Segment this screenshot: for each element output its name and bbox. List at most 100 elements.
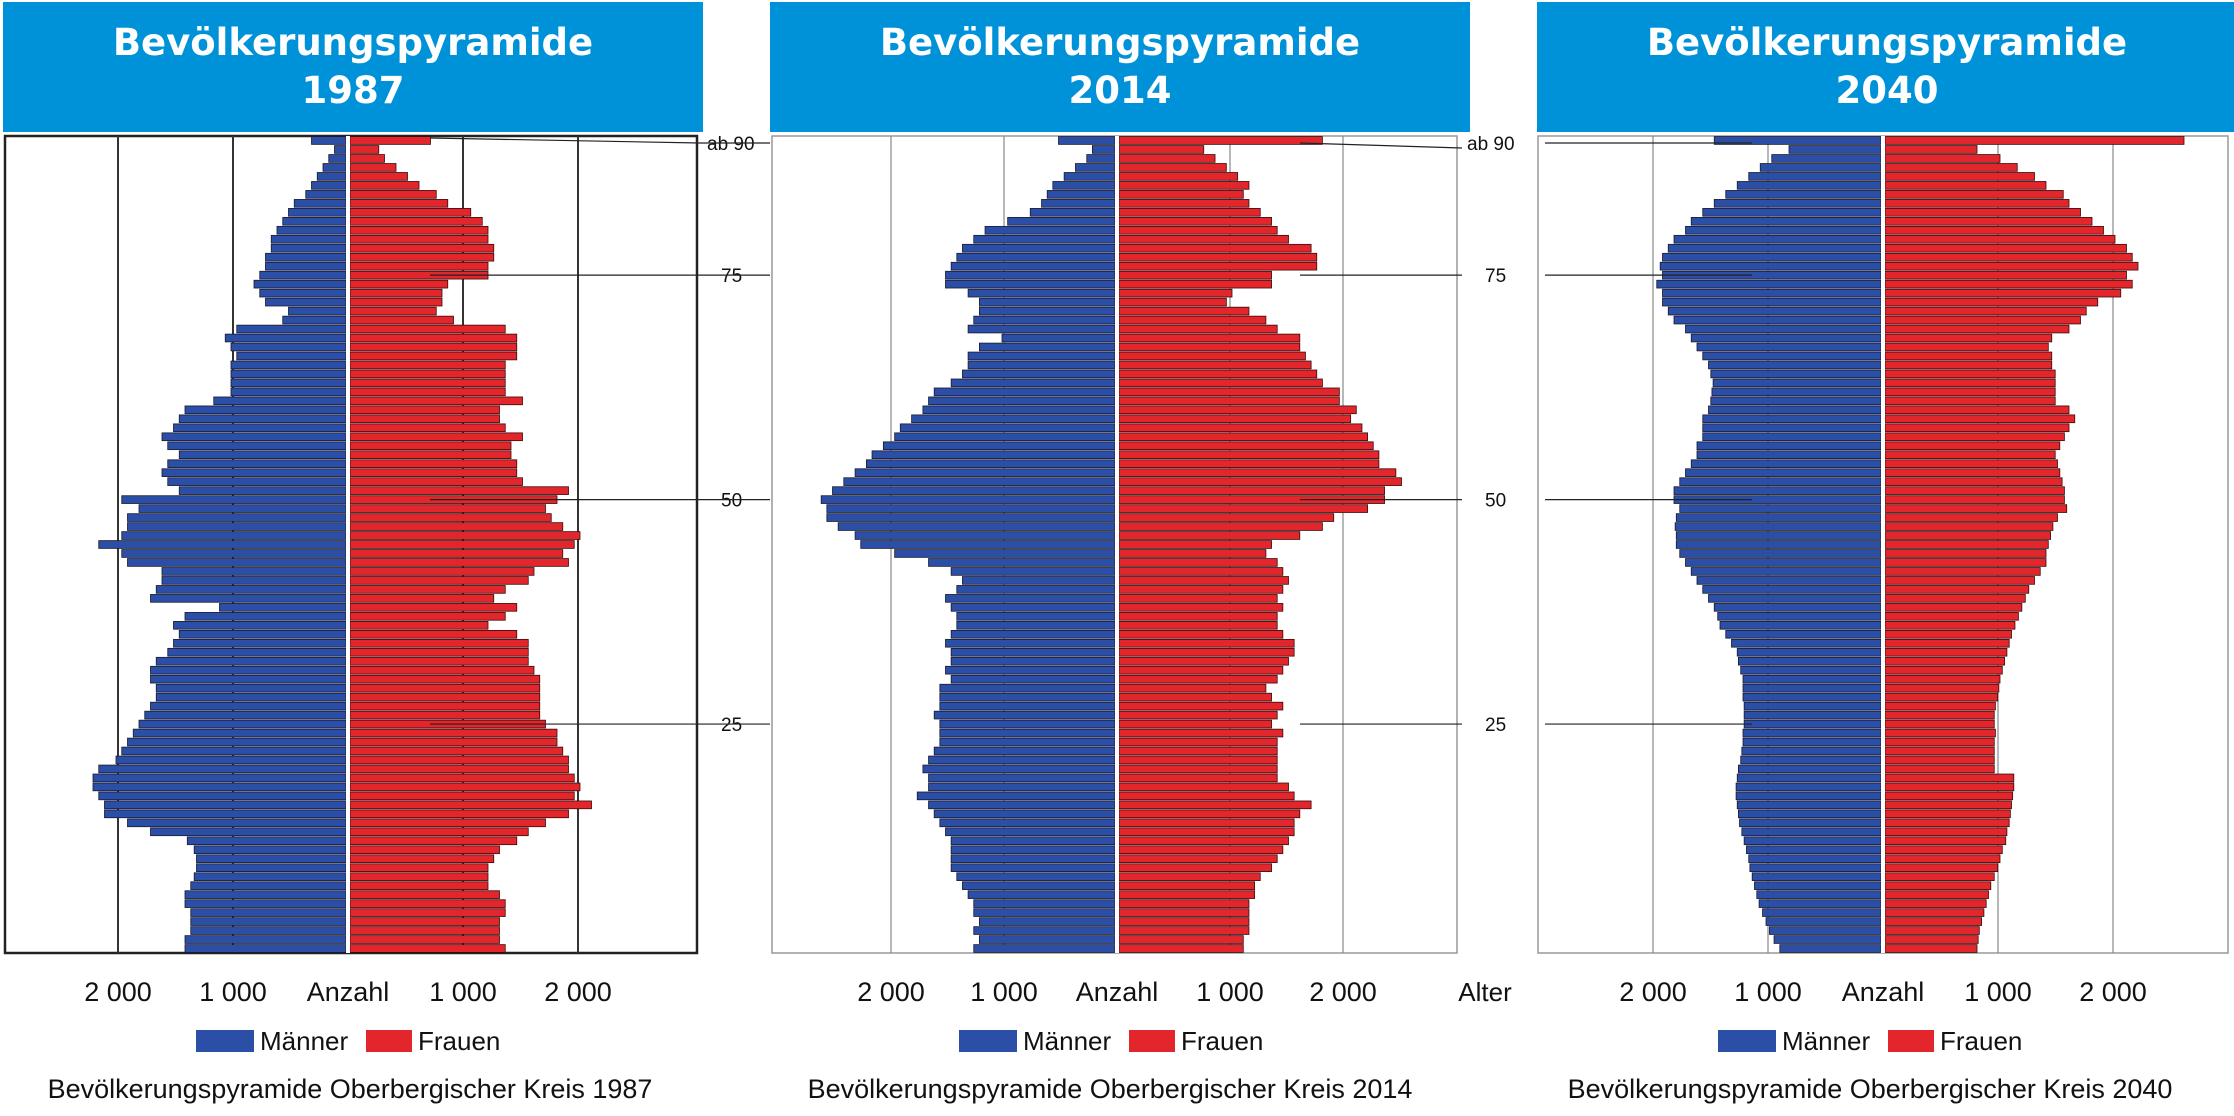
caption-2040: Bevölkerungspyramide Oberbergischer Krei… [1567,1074,2173,1104]
bar-frauen [1884,297,2099,307]
bar-frauen [349,854,495,864]
legend-label-frauen: Frauen [418,1026,500,1056]
bar-frauen [1884,217,2093,226]
bar-frauen [1884,656,2005,666]
bar-maenner [155,683,347,693]
bar-frauen [1118,845,1284,855]
chart-title-line2: 2014 [1068,69,1172,112]
bar-maenner [1690,217,1882,226]
bar-frauen [349,468,518,477]
bar-frauen [349,405,500,415]
bar-frauen [349,145,380,154]
bar-maenner [150,827,347,837]
bar-maenner [196,863,347,872]
chart-title-2040: Bevölkerungspyramide 2040 [1537,2,2234,132]
bar-maenner [98,791,347,801]
bar-frauen [1884,773,2015,783]
bar-frauen [1884,342,2049,352]
bar-maenner [973,926,1116,935]
x-tick-label: 1 000 [199,977,267,1007]
bar-maenner [1738,764,1882,774]
bar-frauen [1884,306,2087,316]
bar-maenner [1685,225,1882,235]
bar-frauen [1884,683,2000,693]
bar-maenner [121,549,347,558]
bar-maenner [1675,531,1882,540]
bar-maenner [945,594,1116,603]
bar-maenner [1001,333,1116,343]
bar-frauen [1118,755,1278,765]
bar-maenner [950,603,1116,612]
bar-frauen [1118,432,1369,442]
bar-frauen [1884,360,2053,370]
bar-frauen [349,647,529,657]
bar-maenner [1673,315,1882,325]
bar-frauen [1118,890,1256,899]
bar-maenner [962,243,1116,253]
bar-maenner [1041,199,1116,208]
bar-maenner [1086,154,1116,163]
bar-maenner [1696,441,1882,451]
bar-frauen [349,935,500,944]
bar-maenner [1685,468,1882,477]
bar-maenner [911,414,1116,424]
bar-maenner [1702,585,1882,594]
bar-frauen [349,908,506,917]
bar-maenner [316,172,347,181]
bar-frauen [349,621,489,630]
bar-frauen [1884,540,2049,549]
bar-frauen [349,432,523,442]
x-tick-label: 2 000 [84,977,152,1007]
bar-maenner [1735,782,1882,792]
bar-maenner [894,432,1116,442]
bar-frauen [1118,827,1295,837]
bar-frauen [349,540,575,549]
bar-maenner [950,261,1116,271]
bar-maenner [939,701,1116,711]
bar-frauen [349,450,512,460]
bar-maenner [826,504,1116,513]
bar-frauen [1118,854,1278,864]
bar-maenner [1742,728,1882,738]
bar-maenner [1738,809,1882,819]
bar-frauen [349,486,569,495]
bar-maenner [155,656,347,666]
bar-frauen [349,225,489,235]
bar-frauen [349,414,500,424]
bar-maenner [184,935,347,944]
bar-frauen [349,612,506,621]
bar-frauen [1118,881,1256,890]
bar-maenner [1710,369,1882,379]
bar-frauen [1118,163,1227,172]
bar-frauen [1118,531,1301,540]
bar-frauen [349,683,541,693]
bar-frauen [349,342,518,352]
bar-maenner [945,638,1116,648]
bar-maenner [1742,674,1882,684]
bar-maenner [265,252,347,262]
bar-maenner [1702,423,1882,433]
bar-frauen [1884,908,1985,917]
bar-frauen [349,701,541,711]
bar-maenner [1662,252,1882,262]
bar-frauen [349,746,564,756]
age-tick-label: 75 [1485,266,1506,287]
bar-frauen [1884,863,1999,872]
bar-frauen [1884,199,2070,208]
bar-maenner [1702,208,1882,217]
bar-frauen [1118,261,1318,271]
bar-frauen [1884,136,2185,145]
legend-label-frauen: Frauen [1181,1026,1263,1056]
bar-maenner [979,342,1116,352]
bar-maenner [230,360,347,370]
bar-frauen [1118,594,1278,603]
bar-frauen [1884,351,2053,361]
bar-frauen [1118,728,1284,738]
bar-maenner [1679,504,1882,513]
bar-maenner [98,540,347,549]
bar-maenner [1058,136,1116,145]
bar-maenner [945,270,1116,280]
bar-frauen [349,199,449,208]
bar-maenner [127,513,347,522]
